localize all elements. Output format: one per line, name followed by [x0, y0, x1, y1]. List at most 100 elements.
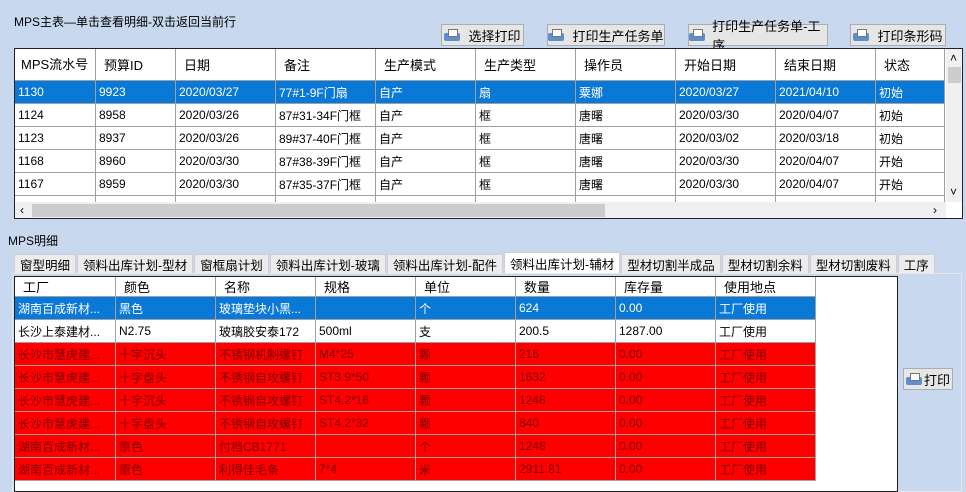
- cell: 8958: [96, 104, 176, 126]
- cell: 工厂使用: [716, 297, 816, 319]
- cell: 预算ID: [96, 49, 176, 80]
- table-row[interactable]: 1123 8937 2020/03/26 89#37-40F门框 自产框唐曙 2020/0…: [15, 127, 945, 150]
- cell: 颜色: [116, 277, 216, 296]
- cell: [316, 435, 416, 457]
- scroll-left-icon[interactable]: ‹: [20, 203, 24, 217]
- cell: 长沙上泰建材...: [15, 320, 116, 342]
- cell: 2020/03/27: [676, 81, 776, 103]
- cell: 不锈钢机制螺钉: [216, 343, 316, 365]
- cell: 1248: [516, 435, 616, 457]
- header-row[interactable]: MPS流水号 预算ID 日期 备注 生产模式 生产类型 操作员 开始日期 结束日期 状态: [15, 49, 945, 81]
- cell: 唐曙: [576, 104, 676, 126]
- tab-0[interactable]: 窗型明细: [14, 254, 77, 273]
- cell: 840: [516, 412, 616, 434]
- cell: 状态: [876, 49, 945, 80]
- master-group-title: MPS主表—单击查看明细-双击返回当前行: [14, 15, 237, 29]
- cell: 湖南百成新材...: [15, 435, 116, 457]
- cell: 米: [416, 458, 516, 480]
- toolbar-button-0[interactable]: 选择打印: [441, 24, 524, 46]
- cell: 颗: [416, 412, 516, 434]
- table-row[interactable]: 长沙市慧虎建... 十字沉头 不锈钢机制螺钉 M4*25 颗 216 0.00 工厂使用: [15, 343, 816, 366]
- cell: 1124: [15, 104, 96, 126]
- toolbar-button-1[interactable]: 打印生产任务单: [547, 24, 665, 46]
- table-row[interactable]: 1168 8960 2020/03/30 87#38-39F门框 自产框唐曙 2020/0…: [15, 150, 945, 173]
- cell: 备注: [276, 49, 376, 80]
- toolbar-button-3[interactable]: 打印条形码: [850, 24, 946, 46]
- table-row[interactable]: 长沙市慧虎建... 十字沉头 不锈钢自攻螺钉 ST4.2*16 颗 1248 0.00 工厂使…: [15, 389, 816, 412]
- vertical-scrollbar[interactable]: ˄ ˅: [946, 49, 962, 202]
- cell: 开始: [876, 150, 945, 172]
- cell: 工厂使用: [716, 435, 816, 457]
- cell: ST3.9*50: [316, 366, 416, 388]
- button-label: 选择打印: [468, 28, 521, 44]
- scroll-thumb[interactable]: [32, 204, 605, 217]
- table-row[interactable]: 湖南百成新材... 原色 付档CB1771 个 1248 0.00 工厂使用: [15, 435, 816, 458]
- horizontal-scrollbar[interactable]: ‹ ›: [15, 202, 946, 218]
- scroll-down-icon[interactable]: ˅: [950, 185, 958, 199]
- cell: 不锈钢自攻螺钉: [216, 412, 316, 434]
- scroll-up-icon[interactable]: ˄: [950, 51, 958, 65]
- cell: 2020/04/07: [776, 104, 876, 126]
- tab-2[interactable]: 窗框扇计划: [194, 254, 269, 273]
- cell: 框: [476, 150, 576, 172]
- printer-icon: [905, 372, 922, 386]
- cell: 操作员: [576, 49, 676, 80]
- toolbar-button-2[interactable]: 打印生产任务单-工序: [688, 19, 828, 53]
- cell: 自产: [376, 173, 476, 195]
- cell: 玻璃胶安泰172: [216, 320, 316, 342]
- master-grid[interactable]: MPS流水号 预算ID 日期 备注 生产模式 生产类型 操作员 开始日期 结束日期 状态 1130 9…: [14, 48, 963, 219]
- cell: 十字沉头: [116, 389, 216, 411]
- cell: 2020/03/26: [176, 104, 276, 126]
- table-row[interactable]: 长沙市慧虎建... 十字盘头 不锈钢自攻螺钉 ST4.2*32 颗 840 0.00 工厂使用: [15, 412, 816, 435]
- cell: 2020/03/27: [176, 81, 276, 103]
- cell: 1287.00: [616, 320, 716, 342]
- cell: 库存量: [616, 277, 716, 296]
- table-row[interactable]: 湖南百成新材... 黑色 玻璃垫块小黑... 个 624 0.00 工厂使用: [15, 297, 816, 320]
- cell: 不锈钢自攻螺钉: [216, 389, 316, 411]
- cell: 生产模式: [376, 49, 476, 80]
- tab-5[interactable]: 领料出库计划-辅材: [504, 252, 621, 273]
- tab-7[interactable]: 型材切割余料: [721, 254, 809, 273]
- cell: 工厂使用: [716, 389, 816, 411]
- cell: 唐曙: [576, 127, 676, 149]
- tab-3[interactable]: 领料出库计划-玻璃: [269, 254, 386, 273]
- cell: 框: [476, 173, 576, 195]
- cell: 开始日期: [676, 49, 776, 80]
- tab-6[interactable]: 型材切割半成品: [621, 254, 721, 273]
- table-row[interactable]: 湖南百成新材... 原色 利得佳毛条 7*4 米 2911.81 0.00 工厂使用: [15, 458, 816, 481]
- tab-9[interactable]: 工序: [897, 254, 935, 273]
- table-row[interactable]: 长沙上泰建材... N2.75 玻璃胶安泰172 500ml 支 200.5 1287.00…: [15, 320, 816, 343]
- detail-tabs: 窗型明细 领料出库计划-型材 窗框扇计划 领料出库计划-玻璃 领料出库计划-配件 领料出库…: [14, 252, 936, 273]
- cell: 原色: [116, 435, 216, 457]
- cell: 0.00: [616, 458, 716, 480]
- cell: 使用地点: [716, 277, 816, 296]
- cell: 支: [416, 320, 516, 342]
- cell: 十字盘头: [116, 366, 216, 388]
- scroll-thumb-vertical[interactable]: [948, 67, 961, 83]
- cell: 框: [476, 104, 576, 126]
- cell: 粟娜: [576, 81, 676, 103]
- cell: 0.00: [616, 389, 716, 411]
- cell: 2020/03/30: [176, 173, 276, 195]
- cell: 7*4: [316, 458, 416, 480]
- cell: 个: [416, 435, 516, 457]
- cell: 十字盘头: [116, 412, 216, 434]
- table-row[interactable]: 1167 8959 2020/03/30 87#35-37F门框 自产框唐曙 2020/0…: [15, 173, 945, 196]
- cell: 0.00: [616, 297, 716, 319]
- tab-4[interactable]: 领料出库计划-配件: [386, 254, 504, 273]
- button-label: 打印生产任务单: [572, 28, 664, 44]
- tab-8[interactable]: 型材切割废料: [809, 254, 897, 273]
- cell: 2020/03/30: [676, 104, 776, 126]
- table-row[interactable]: 1124 8958 2020/03/26 87#31-34F门框 自产框唐曙 2020/0…: [15, 104, 945, 127]
- detail-grid[interactable]: 工厂 颜色 名称 规格 单位 数量 库存量 使用地点 湖南百成新材... 黑色 玻璃垫块小黑... 个…: [14, 276, 898, 492]
- cell: 单位: [416, 277, 516, 296]
- header-row[interactable]: 工厂 颜色 名称 规格 单位 数量 库存量 使用地点: [15, 277, 816, 297]
- cell: 624: [516, 297, 616, 319]
- tab-1[interactable]: 领料出库计划-型材: [77, 254, 194, 273]
- table-row[interactable]: 1130 9923 2020/03/27 77#1-9F门扇 自产扇粟娜 2020/03/…: [15, 81, 945, 104]
- print-button[interactable]: 打印: [903, 368, 953, 390]
- scroll-right-icon[interactable]: ›: [933, 203, 937, 217]
- cell: 长沙市慧虎建...: [15, 389, 116, 411]
- table-row[interactable]: 长沙市慧虎建... 十字盘头 不锈钢自攻螺钉 ST3.9*50 颗 1632 0.00 工厂使…: [15, 366, 816, 389]
- printer-icon: [548, 28, 565, 42]
